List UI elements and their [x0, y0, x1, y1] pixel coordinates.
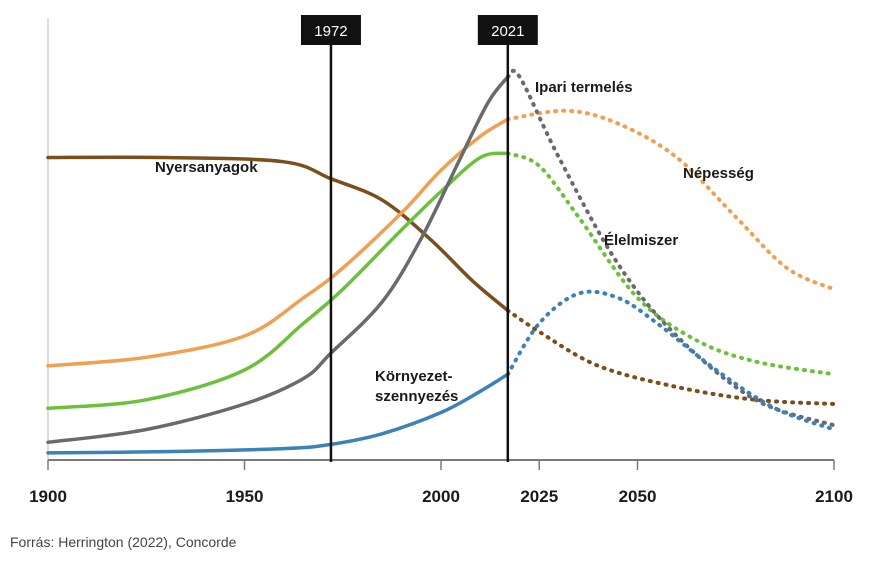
series-projection-kornyezetszennyezes — [505, 289, 836, 432]
source-note: Forrás: Herrington (2022), Concorde — [10, 534, 237, 550]
x-tick-label-2100: 2100 — [815, 487, 853, 506]
marker-label-1972: 1972 — [314, 23, 347, 40]
x-tick-label-2000: 2000 — [422, 487, 460, 506]
series-line-ipari-termeles — [46, 75, 510, 445]
label-kornyezet-line1: Környezet- — [375, 368, 453, 385]
series-layer — [46, 68, 836, 455]
series-line-nyersanyagok — [46, 155, 510, 313]
x-tick-label-2050: 2050 — [619, 487, 657, 506]
label-nepesseg: Népesség — [683, 165, 754, 182]
marker-badge-1972 — [300, 15, 361, 45]
x-axis-ticks: 1900 1950 2000 2025 2050 2100 — [29, 460, 853, 506]
x-tick-label-1950: 1950 — [226, 487, 264, 506]
marker-label-2021: 2021 — [491, 23, 524, 40]
label-elelmiszer: Élelmiszer — [604, 232, 678, 249]
series-projection-elelmiszer — [505, 151, 836, 377]
series-line-kornyezetszennyezes — [46, 372, 510, 455]
series-projection-ipari-termeles — [505, 68, 836, 428]
series-projection-nepesseg — [505, 108, 836, 292]
x-tick-label-2025: 2025 — [520, 487, 558, 506]
series-projection-nyersanyagok — [505, 308, 836, 406]
series-line-elelmiszer — [46, 151, 510, 411]
x-tick-label-1900: 1900 — [29, 487, 67, 506]
marker-badge-2021 — [477, 15, 538, 45]
label-nyersanyagok: Nyersanyagok — [155, 159, 258, 176]
label-kornyezet-line2: szennyezés — [375, 388, 458, 405]
year-markers: 1972 2021 — [300, 15, 538, 462]
label-ipari-termeles: Ipari termelés — [535, 79, 633, 96]
